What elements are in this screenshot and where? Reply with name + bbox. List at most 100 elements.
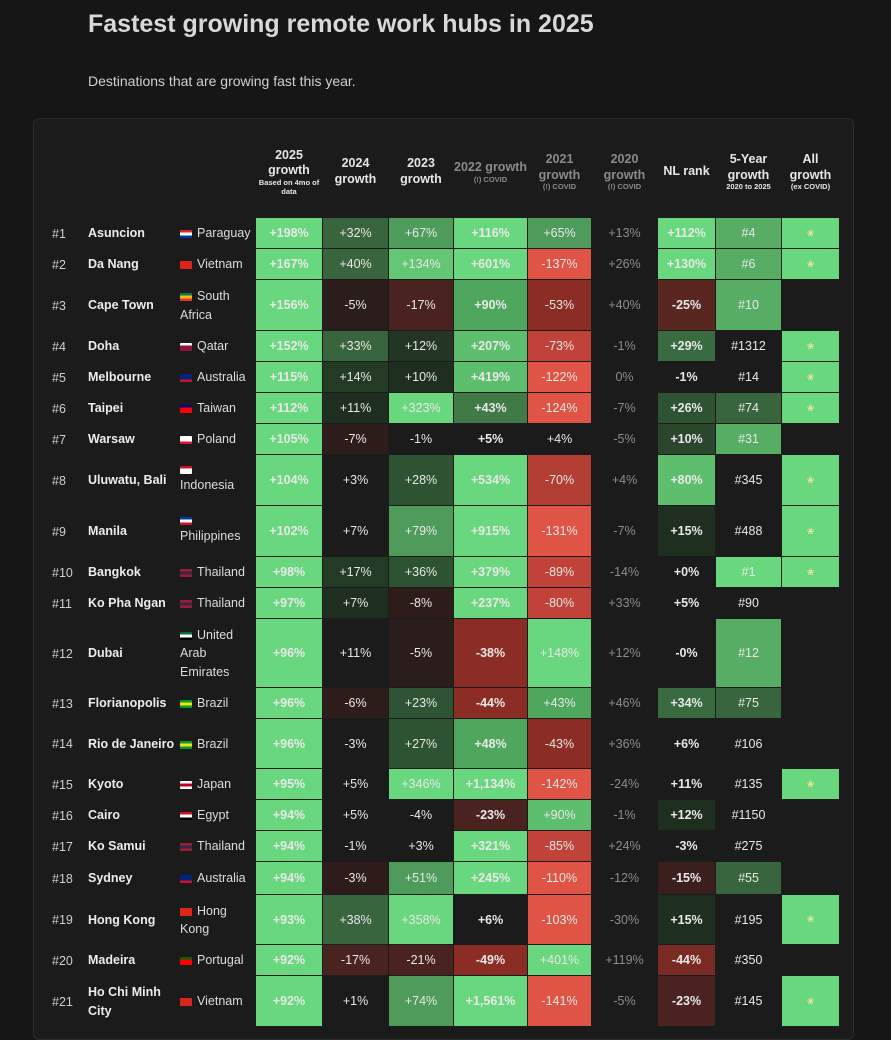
rank-number: #9 <box>52 524 66 539</box>
growth-value-cell: -53% <box>528 280 591 330</box>
growth-value-cell: 0% <box>615 370 634 384</box>
column-header[interactable]: 5-Year growth 2020 to 2025 <box>716 132 781 212</box>
city-name[interactable]: Kyoto <box>88 777 124 792</box>
all-growth-badge: ❀ <box>782 331 839 361</box>
column-header-label: 2023 growth <box>400 156 442 186</box>
column-header-note: (!) COVID <box>607 182 642 192</box>
growth-value-cell: +5% <box>673 596 700 610</box>
growth-value-cell: -1% <box>344 839 367 853</box>
column-header[interactable]: All growth (ex COVID) <box>782 132 839 212</box>
city-name[interactable]: Sydney <box>88 871 133 886</box>
rank-number: #6 <box>52 401 66 416</box>
country-flag-icon <box>180 628 197 642</box>
city-name[interactable]: Florianopolis <box>88 696 167 711</box>
country-flag-icon <box>180 953 197 967</box>
growth-value-cell: #345 <box>734 473 763 487</box>
column-header-label: 2020 growth <box>603 152 646 182</box>
country-flag-icon <box>180 839 197 853</box>
column-header[interactable]: 2020 growth (!) COVID <box>592 132 657 212</box>
growth-value-cell: -73% <box>528 331 591 361</box>
city-name[interactable]: Uluwatu, Bali <box>88 473 167 488</box>
rank-number: #10 <box>52 565 73 580</box>
city-name[interactable]: Asuncion <box>88 226 145 241</box>
growth-value-cell: +112% <box>256 393 322 423</box>
growth-value-cell: +534% <box>454 455 527 505</box>
growth-value-cell: +98% <box>256 557 322 587</box>
leaf-badge-icon: ❀ <box>806 474 815 485</box>
country-flag-icon <box>180 904 197 918</box>
growth-value-cell: -124% <box>528 393 591 423</box>
rank-number: #14 <box>52 737 73 751</box>
country-name: Thailand <box>180 588 252 619</box>
city-name[interactable]: Taipei <box>88 401 124 416</box>
city-name[interactable]: Manila <box>88 524 127 539</box>
country-label: Portugal <box>197 953 244 968</box>
growth-value-cell: -21% <box>389 945 453 975</box>
city-name[interactable]: Hong Kong <box>88 912 156 927</box>
country-name: Japan <box>180 769 252 800</box>
country-flag-icon <box>180 432 197 446</box>
city-name[interactable]: Madeira <box>88 953 136 968</box>
city-name[interactable]: Cairo <box>88 808 120 823</box>
city-name[interactable]: Da Nang <box>88 257 139 272</box>
country-name: Hong Kong <box>180 895 252 945</box>
growth-value-cell: +0% <box>673 565 700 579</box>
column-header[interactable]: 2022 growth (!) COVID <box>454 132 527 212</box>
column-header[interactable]: 2021 growth (!) COVID <box>528 132 591 212</box>
growth-value-cell: +92% <box>256 945 322 975</box>
country-name: Portugal <box>180 945 252 976</box>
growth-value-cell: +26% <box>658 393 715 423</box>
growth-value-cell: +11% <box>323 393 388 423</box>
growth-value-cell: +90% <box>454 280 527 330</box>
country-name: South Africa <box>180 280 252 331</box>
country-name: Australia <box>180 362 252 393</box>
all-growth-badge: ❀ <box>782 769 839 799</box>
column-header[interactable]: 2023 growth <box>389 132 453 212</box>
column-header[interactable]: NL rank <box>658 132 715 212</box>
column-header[interactable]: 2024 growth <box>323 132 388 212</box>
city-name[interactable]: Melbourne <box>88 370 152 385</box>
column-header[interactable]: 2025 growth Based on 4mo of data <box>256 132 322 212</box>
growth-value-cell: #12 <box>716 619 781 687</box>
growth-value-cell: +34% <box>658 688 715 718</box>
growth-value-cell: +119% <box>605 953 644 967</box>
all-growth-badge: ❀ <box>782 393 839 423</box>
city-name[interactable]: Warsaw <box>88 432 135 447</box>
growth-value-cell: -43% <box>528 719 591 768</box>
growth-value-cell: -44% <box>454 688 527 718</box>
country-label: Brazil <box>197 736 229 751</box>
growth-value-cell: +36% <box>608 736 641 751</box>
city-name[interactable]: Dubai <box>88 646 123 661</box>
city-name[interactable]: Cape Town <box>88 298 154 313</box>
rank-number: #20 <box>52 953 73 968</box>
growth-value-cell: +207% <box>454 331 527 361</box>
growth-value-cell: +5% <box>342 777 369 791</box>
growth-value-cell: +94% <box>256 831 322 861</box>
growth-value-cell: +96% <box>256 719 322 768</box>
country-name: Brazil <box>180 688 252 719</box>
growth-value-cell: +130% <box>658 249 715 279</box>
country-name: Philippines <box>180 506 252 557</box>
growth-value-cell: +156% <box>256 280 322 330</box>
column-header-note: (!) COVID <box>473 174 508 184</box>
growth-value-cell: -7% <box>613 401 636 415</box>
city-name[interactable]: Doha <box>88 339 120 354</box>
rank-number: #2 <box>52 257 66 272</box>
growth-value-cell: #10 <box>716 280 781 330</box>
growth-value-cell: +40% <box>323 249 388 279</box>
growth-value-cell: +17% <box>323 557 388 587</box>
city-name[interactable]: Ko Samui <box>88 839 146 854</box>
growth-value-cell: +48% <box>454 719 527 768</box>
city-name[interactable]: Bangkok <box>88 565 141 580</box>
growth-value-cell: +43% <box>528 688 591 718</box>
city-name[interactable]: Rio de Janeiro <box>88 736 175 751</box>
city-name[interactable]: Ko Pha Ngan <box>88 596 166 611</box>
growth-value-cell: +96% <box>256 619 322 687</box>
growth-value-cell: +74% <box>389 976 453 1026</box>
country-name: Poland <box>180 424 252 455</box>
growth-value-cell: -1% <box>675 370 698 384</box>
rank-number: #17 <box>52 839 73 854</box>
country-name: Indonesia <box>180 455 252 506</box>
city-name[interactable]: Ho Chi Minh City <box>88 985 161 1018</box>
growth-value-cell: -12% <box>609 871 640 885</box>
